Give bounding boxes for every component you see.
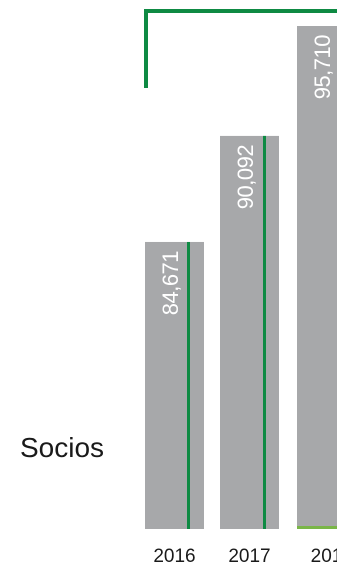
bar-201 bbox=[297, 26, 337, 529]
tick-label-2016: 2016 bbox=[153, 546, 195, 567]
value-label-2017: 90,092 bbox=[233, 145, 258, 210]
tick-label-201: 201 bbox=[311, 546, 337, 567]
bar-2017 bbox=[220, 135, 279, 529]
bar-2016 bbox=[145, 241, 204, 529]
row-label: Socios bbox=[20, 432, 104, 463]
accent-bracket bbox=[144, 9, 337, 88]
tick-label-2017: 2017 bbox=[228, 546, 270, 567]
accent-line-2017 bbox=[263, 135, 266, 529]
base-accent-201 bbox=[297, 526, 337, 529]
bars-layer: 84,671 2016 90,092 2017 95,710 201 bbox=[145, 26, 337, 567]
value-label-201: 95,710 bbox=[310, 35, 335, 100]
accent-line-2016 bbox=[187, 241, 190, 529]
value-label-2016: 84,671 bbox=[158, 251, 183, 316]
